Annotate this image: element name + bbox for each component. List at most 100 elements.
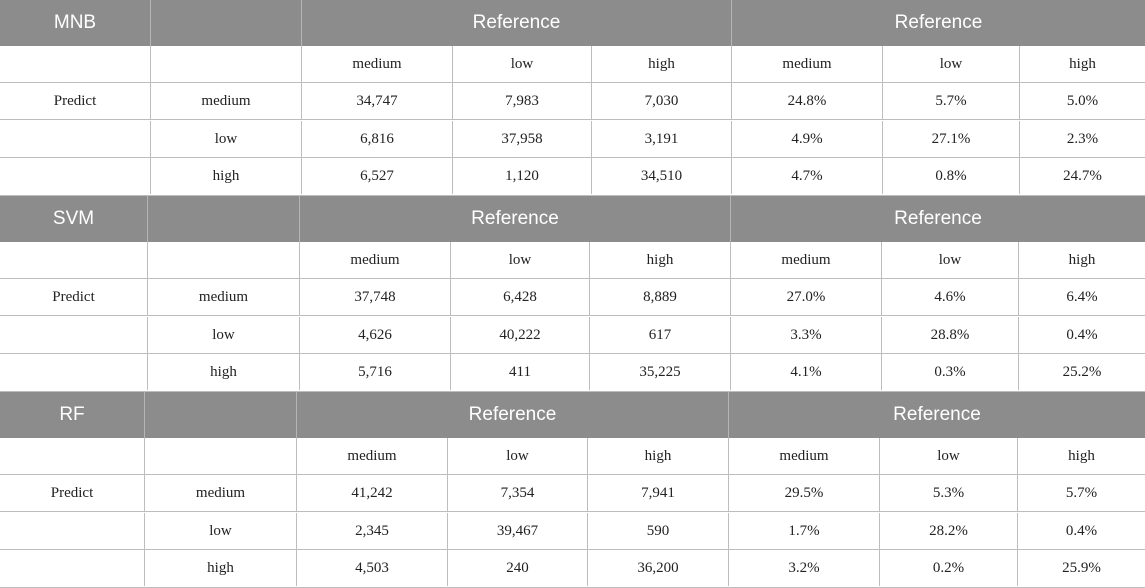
table-cell: 8,889	[590, 279, 731, 315]
header-empty-cell	[151, 0, 302, 46]
row-label: low	[151, 121, 302, 157]
table-cell: 3.3%	[731, 317, 882, 353]
reference-header: Reference	[894, 12, 983, 33]
table-cell: 35,225	[590, 354, 731, 390]
table-header: RF Reference Reference	[0, 392, 1145, 438]
table-cell: 29.5%	[729, 475, 880, 511]
empty-cell	[145, 438, 297, 474]
table-cell: 7,941	[588, 475, 729, 511]
column-header: high	[592, 46, 732, 82]
table-cell: 4.9%	[732, 121, 883, 157]
table-cell: 0.3%	[882, 354, 1019, 390]
row-label: medium	[145, 475, 297, 511]
table-cell: 27.0%	[731, 279, 882, 315]
table-cell: 36,200	[588, 550, 729, 586]
table-header: MNB Reference Reference	[0, 0, 1145, 46]
column-header: high	[1069, 55, 1096, 72]
table-cell: 1.7%	[729, 513, 880, 549]
table-row: Predict medium 41,242 7,354 7,941 29.5% 5.3% 5.…	[0, 475, 1145, 512]
table-cell: 4.1%	[731, 354, 882, 390]
table-row: low 2,345 39,467 590 1.7% 28.2% 0.4%	[0, 513, 1145, 550]
empty-cell	[0, 46, 151, 82]
row-label: high	[148, 354, 300, 390]
column-header: low	[451, 242, 590, 278]
column-header: low	[883, 46, 1020, 82]
empty-cell	[0, 121, 151, 157]
column-header-row: medium low high medium low high	[0, 242, 1145, 279]
empty-cell	[0, 354, 148, 390]
reference-header: Reference	[300, 196, 731, 242]
table-cell: 4,503	[297, 550, 448, 586]
row-group-label: Predict	[0, 279, 148, 315]
empty-cell	[0, 550, 145, 586]
row-label: high	[151, 158, 302, 194]
table-cell: 37,748	[300, 279, 451, 315]
column-header: medium	[302, 46, 453, 82]
table-svm: SVM Reference Reference medium low high medium…	[0, 196, 1145, 392]
table-cell: 34,747	[302, 83, 453, 119]
table-mnb: MNB Reference Reference medium low high medium…	[0, 0, 1145, 196]
column-header: high	[1068, 251, 1096, 268]
column-header: medium	[732, 46, 883, 82]
table-cell: 7,354	[448, 475, 588, 511]
table-row: Predict medium 37,748 6,428 8,889 27.0% 4.6% 6.…	[0, 279, 1145, 316]
table-cell: 39,467	[448, 513, 588, 549]
table-cell: 617	[590, 317, 731, 353]
table-cell: 5.7%	[883, 83, 1020, 119]
empty-cell	[0, 438, 145, 474]
table-cell: 240	[448, 550, 588, 586]
model-name: SVM	[0, 196, 148, 242]
column-header: high	[590, 242, 731, 278]
table-row: low 4,626 40,222 617 3.3% 28.8% 0.4%	[0, 317, 1145, 354]
reference-header: Reference	[302, 0, 732, 46]
table-row: high 4,503 240 36,200 3.2% 0.2% 25.9%	[0, 550, 1145, 588]
column-header: high	[588, 438, 729, 474]
table-row: Predict medium 34,747 7,983 7,030 24.8% 5.7% 5.…	[0, 83, 1145, 120]
table-cell: 590	[588, 513, 729, 549]
table-cell: 28.2%	[880, 513, 1018, 549]
table-cell: 5,716	[300, 354, 451, 390]
table-cell: 4,626	[300, 317, 451, 353]
table-cell: 6,816	[302, 121, 453, 157]
table-cell: 2,345	[297, 513, 448, 549]
row-group-label: Predict	[0, 83, 151, 119]
column-header: low	[448, 438, 588, 474]
column-header: low	[882, 242, 1019, 278]
table-cell: 28.8%	[882, 317, 1019, 353]
model-name: RF	[0, 392, 145, 438]
column-header: medium	[731, 242, 882, 278]
empty-cell	[0, 158, 151, 194]
table-cell: 3.2%	[729, 550, 880, 586]
empty-cell	[0, 513, 145, 549]
table-cell: 24.7%	[1063, 167, 1102, 184]
table-cell: 25.9%	[1062, 559, 1101, 576]
table-cell: 0.4%	[1065, 522, 1098, 539]
table-cell: 5.3%	[880, 475, 1018, 511]
empty-cell	[0, 242, 148, 278]
table-cell: 3,191	[592, 121, 732, 157]
table-cell: 0.2%	[880, 550, 1018, 586]
column-header: low	[453, 46, 592, 82]
table-cell: 0.4%	[1066, 326, 1098, 343]
table-cell: 37,958	[453, 121, 592, 157]
table-cell: 25.2%	[1062, 363, 1102, 380]
empty-cell	[148, 242, 300, 278]
table-cell: 7,030	[592, 83, 732, 119]
table-cell: 5.0%	[1066, 92, 1099, 109]
column-header: medium	[297, 438, 448, 474]
row-label: low	[145, 513, 297, 549]
table-rf: RF Reference Reference medium low high medium l…	[0, 392, 1145, 588]
table-cell: 41,242	[297, 475, 448, 511]
empty-cell	[0, 317, 148, 353]
table-cell: 5.7%	[1065, 484, 1098, 501]
table-row: low 6,816 37,958 3,191 4.9% 27.1% 2.3%	[0, 121, 1145, 158]
empty-cell	[151, 46, 302, 82]
table-cell: 2.3%	[1066, 130, 1099, 147]
table-cell: 6,527	[302, 158, 453, 194]
row-group-label: Predict	[0, 475, 145, 511]
table-cell: 40,222	[451, 317, 590, 353]
table-cell: 411	[451, 354, 590, 390]
table-cell: 34,510	[592, 158, 732, 194]
table-cell: 4.7%	[732, 158, 883, 194]
table-cell: 6.4%	[1066, 288, 1098, 305]
